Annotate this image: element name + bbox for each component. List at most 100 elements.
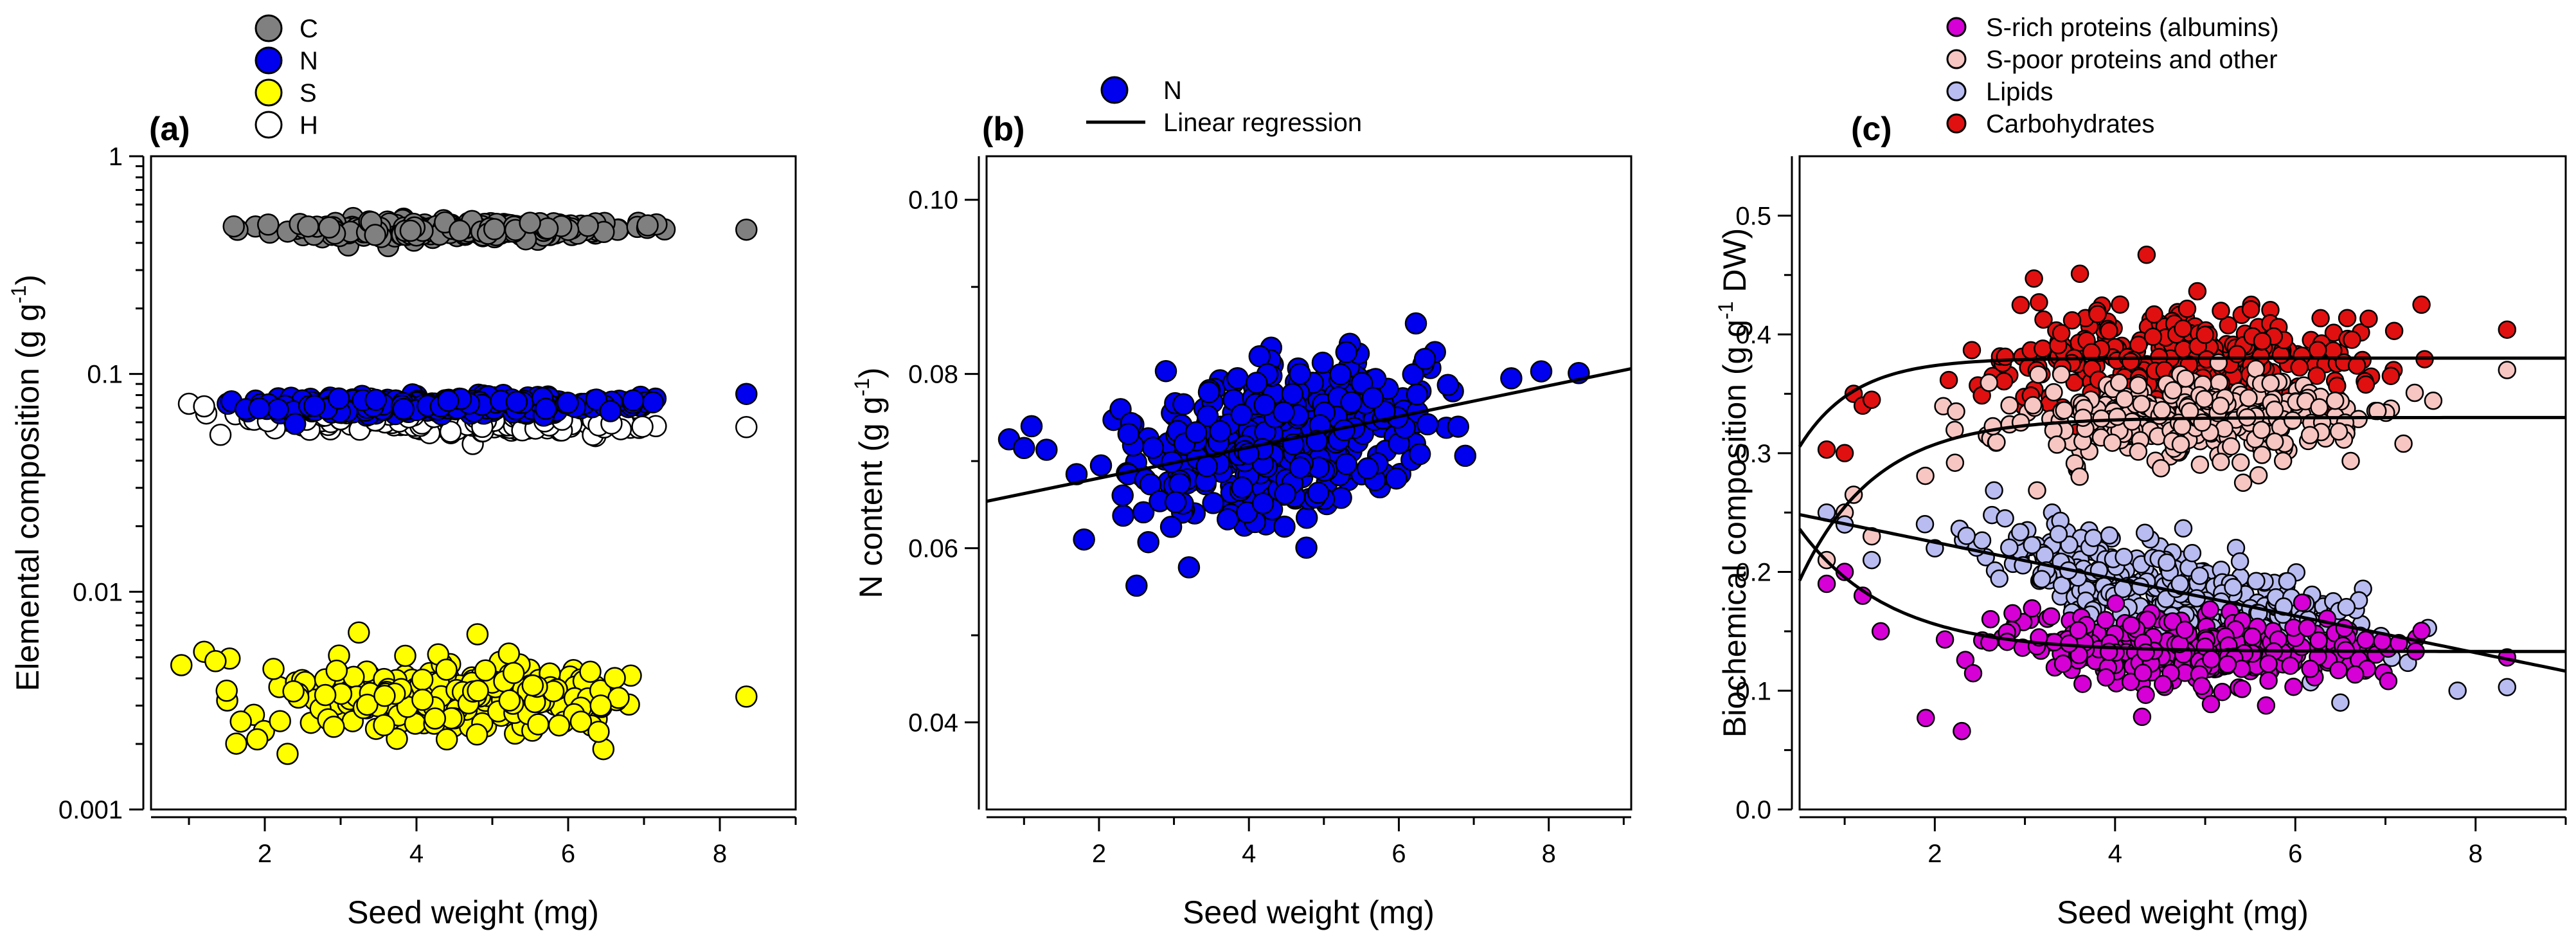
point-srich [2284, 677, 2303, 696]
panel-b-ylabel: N content (g g-1) [850, 367, 889, 598]
point-carb [2343, 330, 2361, 349]
point-n [1413, 348, 1436, 370]
point-s [282, 680, 305, 703]
point-n [1139, 473, 1162, 496]
point-spoor [2151, 459, 2170, 478]
point-n [641, 391, 665, 413]
point-n [1454, 444, 1477, 467]
point-spoor [1987, 433, 2006, 451]
point-carb [2253, 332, 2272, 350]
point-n [1295, 536, 1318, 559]
panel-c-points [1817, 246, 2517, 741]
point-s [411, 689, 434, 711]
point-srich [2298, 619, 2317, 637]
point-s [579, 660, 602, 683]
point-spoor [2273, 451, 2293, 471]
point-n [534, 397, 557, 420]
point-s [548, 714, 571, 737]
point-spoor [2073, 408, 2093, 427]
point-carb [2178, 300, 2197, 318]
panel-c-label: (c) [1851, 111, 1892, 148]
legend-b-regression-label: Linear regression [1163, 109, 1362, 137]
point-n [283, 413, 307, 435]
point-s [569, 710, 593, 733]
point-n [1185, 421, 1208, 444]
point-spoor [2163, 381, 2183, 400]
point-spoor [2029, 365, 2048, 384]
point-n [1159, 516, 1183, 538]
panel-a-legend: C N S H [255, 14, 318, 140]
point-srich [2201, 694, 2221, 714]
point-spoor [2000, 396, 2019, 415]
point-lipids [1985, 481, 2003, 500]
point-lipids [2115, 548, 2133, 566]
point-carb [1994, 372, 2014, 391]
point-srich [1935, 630, 1954, 649]
point-s [424, 707, 447, 730]
point-spoor [2325, 391, 2345, 410]
point-n [1404, 312, 1427, 335]
point-n [1311, 351, 1334, 374]
panel-b-legend: N Linear regression [1086, 76, 1362, 137]
point-carb [2212, 302, 2230, 320]
panel-b: N Linear regression (b) 2 4 6 8 0.04 0.06 0.08… [850, 76, 1632, 930]
x-tick-label: 4 [1242, 840, 1256, 868]
legend-a-n-label: N [300, 47, 318, 75]
point-srich [2134, 664, 2152, 682]
point-s [262, 658, 285, 680]
point-spoor [2283, 411, 2302, 430]
point-s [411, 668, 434, 691]
point-spoor [2249, 466, 2268, 485]
point-srich [2346, 665, 2365, 684]
point-s [170, 654, 193, 676]
point-srich [2259, 671, 2278, 690]
point-s [215, 680, 238, 702]
point-n [1307, 482, 1330, 504]
point-n [1335, 453, 1357, 475]
point-s [527, 713, 550, 736]
panel-a-ylabel-sup: -1 [7, 285, 30, 303]
point-lipids [2010, 523, 2030, 542]
point-spoor [2424, 392, 2443, 410]
point-srich [2097, 668, 2115, 687]
point-n [1020, 415, 1043, 438]
point-n [1361, 386, 1384, 410]
point-srich [2233, 680, 2251, 698]
point-s [225, 732, 247, 755]
point-carb [2412, 295, 2431, 314]
point-srich [1963, 664, 1983, 683]
point-lipids [2158, 553, 2176, 572]
point-n [1530, 360, 1553, 383]
point-srich [2133, 707, 2152, 727]
point-c [222, 215, 245, 238]
point-n [1406, 383, 1429, 406]
point-srich [1953, 721, 1971, 741]
point-srich [2042, 607, 2061, 626]
point-carb [2088, 305, 2107, 323]
point-lipids [1990, 569, 2008, 588]
point-carb [2137, 246, 2156, 264]
legend-a-c-marker [255, 14, 283, 42]
point-srich [1817, 574, 1836, 593]
legend-c-spoor-marker [1946, 49, 1967, 69]
point-lipids [2100, 526, 2119, 545]
point-c [399, 219, 422, 242]
point-c [297, 215, 319, 238]
point-s [497, 642, 521, 665]
point-n [622, 389, 645, 411]
point-carb [2308, 341, 2327, 359]
point-n [1154, 359, 1177, 383]
point-spoor [2300, 426, 2320, 445]
point-spoor [2052, 365, 2071, 384]
point-n [1164, 491, 1187, 514]
legend-c-srich-label: S-rich proteins (albumins) [1986, 14, 2279, 42]
panel-b-points [997, 312, 1590, 597]
point-lipids [2448, 682, 2467, 700]
y-tick-label: 0.06 [908, 535, 958, 563]
point-carb [2034, 310, 2053, 329]
point-s [269, 710, 291, 732]
point-carb [2011, 296, 2030, 314]
legend-c-spoor-label: S-poor proteins and other [1986, 46, 2278, 74]
point-spoor [2171, 435, 2190, 454]
point-spoor [2132, 395, 2151, 413]
